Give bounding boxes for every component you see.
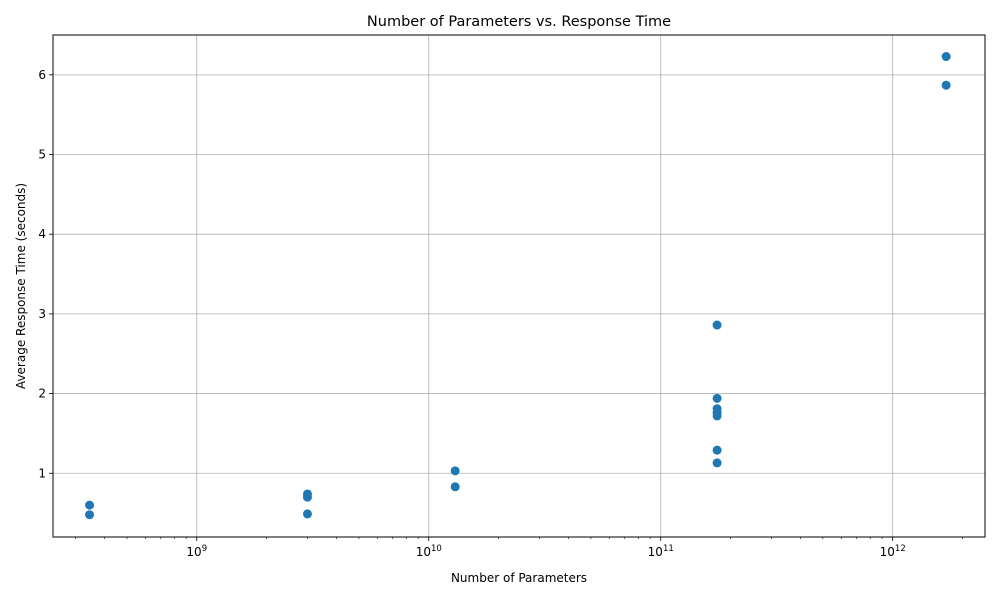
plot-frame <box>52 34 986 538</box>
x-axis-label: Number of Parameters <box>451 571 587 585</box>
data-point <box>302 509 312 519</box>
x-tick-label: 1011 <box>648 544 674 559</box>
grid <box>53 35 985 537</box>
data-point <box>712 320 722 330</box>
x-tick-label: 1012 <box>880 544 906 559</box>
y-tick-label: 4 <box>38 227 46 241</box>
y-tick-label: 1 <box>38 466 46 480</box>
y-tick-label: 2 <box>38 387 46 401</box>
data-point <box>941 80 951 90</box>
data-point <box>712 411 722 421</box>
data-point <box>712 393 722 403</box>
data-point <box>302 492 312 502</box>
x-tick-label: 109 <box>186 544 207 559</box>
data-point <box>712 458 722 468</box>
data-point <box>85 500 95 510</box>
data-point <box>450 466 460 476</box>
x-tick-label: 1010 <box>416 544 442 559</box>
data-points <box>85 52 951 520</box>
data-point <box>85 510 95 520</box>
data-point <box>941 52 951 62</box>
y-tick-label: 6 <box>38 68 46 82</box>
y-tick-label: 3 <box>38 307 46 321</box>
y-tick-label: 5 <box>38 148 46 162</box>
data-point <box>712 445 722 455</box>
chart-title: Number of Parameters vs. Response Time <box>367 14 671 30</box>
y-axis-label: Average Response Time (seconds) <box>14 183 28 389</box>
ticks: 109 1010 1011 1012 1 2 3 4 5 6 <box>38 68 963 559</box>
data-point <box>450 482 460 492</box>
